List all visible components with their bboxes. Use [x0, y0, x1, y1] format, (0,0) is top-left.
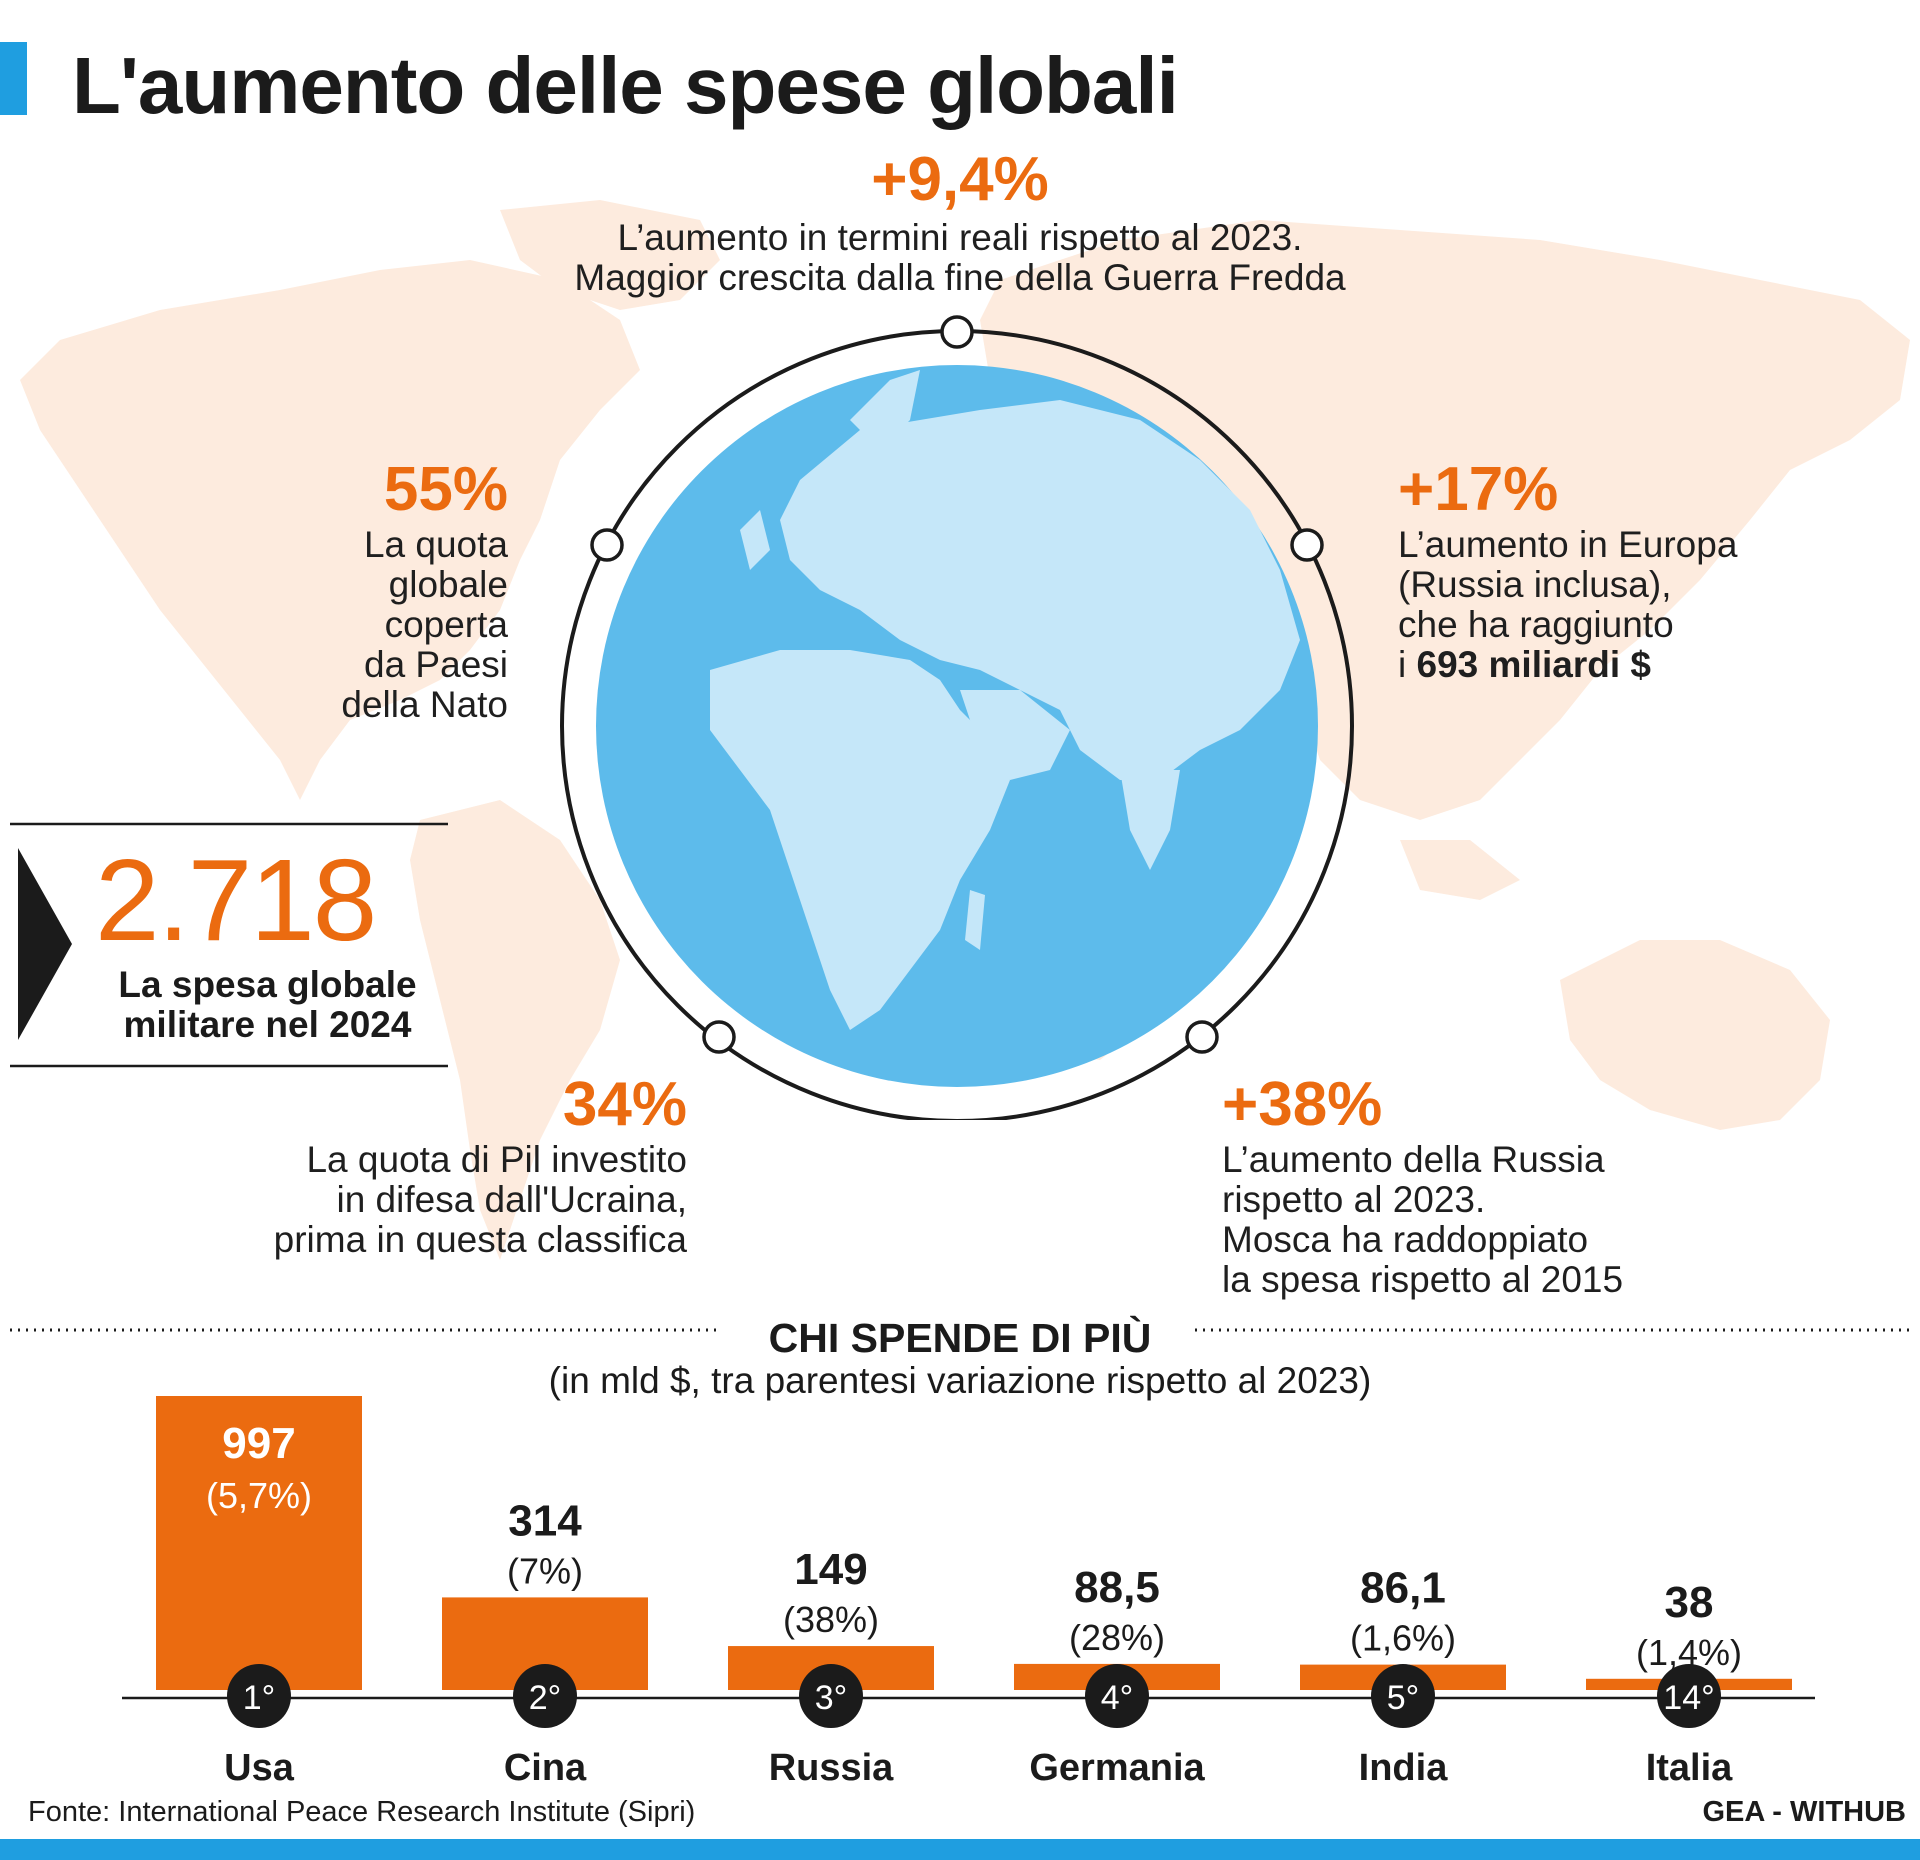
stat-europe-amount: 693 miliardi $ [1416, 644, 1651, 685]
orbit-marker-bottom-right [1185, 1020, 1219, 1054]
category-label: Italia [1646, 1747, 1733, 1789]
total-box [10, 822, 448, 1068]
stat-europe-line: che ha raggiunto [1398, 604, 1674, 645]
stat-nato-line: coperta [384, 604, 508, 645]
stat-nato-line: della Nato [341, 684, 508, 725]
stat-russia-line: rispetto al 2023. [1222, 1179, 1486, 1220]
rank-label: 2° [529, 1679, 562, 1717]
stat-europe: +17% L’aumento in Europa (Russia inclusa… [1398, 455, 1737, 685]
chart-subtitle: (in mld $, tra parentesi variazione risp… [548, 1360, 1372, 1401]
bars-group [156, 1396, 1792, 1690]
source-note: Fonte: International Peace Research Inst… [28, 1796, 696, 1828]
bar-value-label: 997 [222, 1419, 295, 1468]
category-label: Usa [224, 1747, 295, 1789]
bar-change-label: (5,7%) [206, 1475, 312, 1516]
stat-russia-value: +38% [1222, 1070, 1383, 1139]
stat-nato-line: La quota [363, 524, 508, 565]
globe-continents [710, 370, 1300, 1030]
page-title: L'aumento delle spese globali [72, 41, 1179, 130]
credit: GEA - WITHUB [1702, 1796, 1906, 1828]
bar-change-label: (28%) [1069, 1617, 1165, 1658]
stat-europe-last-line: i 693 miliardi $ [1398, 645, 1737, 685]
rank-label: 5° [1387, 1679, 1420, 1717]
stat-ukraine: 34% La quota di Pil investito in difesa … [274, 1070, 687, 1260]
bar-chart: 997 (5,7%) 1° Usa 314 (7%) 2° Cina 149 (38%) 3° Rus… [122, 1396, 1815, 1789]
orbit-marker-right [1290, 528, 1324, 562]
bar-value-label: 314 [508, 1496, 582, 1545]
orbit-marker-left [590, 528, 624, 562]
category-label: India [1359, 1747, 1449, 1789]
bar-change-label: (1,6%) [1350, 1618, 1456, 1659]
bar-value-label: 38 [1665, 1578, 1714, 1627]
stat-ukraine-line: in difesa dall'Ucraina, [336, 1179, 687, 1220]
stat-top-value: +9,4% [871, 145, 1049, 214]
rank-badge [227, 1664, 291, 1728]
stat-europe-prefix: i [1398, 644, 1417, 685]
rank-badge [513, 1664, 577, 1728]
stat-russia-line: L’aumento della Russia [1222, 1139, 1605, 1180]
rank-label: 4° [1101, 1679, 1134, 1717]
category-label: Cina [504, 1747, 587, 1789]
bar-value-label: 88,5 [1074, 1563, 1160, 1612]
stat-top-line2: Maggior crescita dalla fine della Guerra… [574, 257, 1346, 298]
world-map-background [20, 200, 1910, 1260]
stat-top-line1: L’aumento in termini reali rispetto al 2… [617, 217, 1303, 258]
orbit-marker-bottom-left [702, 1020, 736, 1054]
stat-ukraine-line: La quota di Pil investito [306, 1139, 687, 1180]
rank-label: 1° [243, 1679, 276, 1717]
rank-badge [1085, 1664, 1149, 1728]
stat-nato-value: 55% [383, 455, 508, 524]
bar-value-label: 149 [794, 1545, 867, 1594]
bar-usa [156, 1396, 362, 1690]
stat-ukraine-line: prima in questa classifica [273, 1219, 687, 1260]
bottom-accent-bar [0, 1839, 1920, 1860]
labels-group: 997 (5,7%) 1° Usa 314 (7%) 2° Cina 149 (38%) 3° Rus… [206, 1419, 1742, 1789]
stat-nato-line: globale [388, 564, 508, 605]
stat-russia: +38% L’aumento della Russia rispetto al … [1222, 1070, 1623, 1300]
stat-nato: 55% La quota globale coperta da Paesi de… [341, 455, 508, 725]
total-value: 2.718 [95, 835, 377, 965]
rank-badge [1657, 1664, 1721, 1728]
stat-russia-line: Mosca ha raddoppiato [1222, 1219, 1589, 1260]
chart-title: CHI SPENDE DI PIÙ [768, 1315, 1152, 1361]
rank-label: 3° [815, 1679, 848, 1717]
triangle-pointer-icon [18, 848, 72, 1040]
title-accent-bar [0, 42, 27, 115]
orbit-marker-top [940, 315, 974, 349]
total-label-line2: militare nel 2024 [123, 1004, 412, 1045]
stat-europe-line: (Russia inclusa), [1398, 564, 1672, 605]
globe-graphic [560, 315, 1354, 1120]
stat-europe-line: L’aumento in Europa [1398, 524, 1738, 565]
total-label-line1: La spesa globale [118, 964, 417, 1005]
rank-label: 14° [1663, 1679, 1714, 1717]
total-label: La spesa globale militare nel 2024 [95, 965, 440, 1045]
bar-change-label: (38%) [783, 1599, 879, 1640]
chart-separator [10, 1328, 1915, 1332]
rank-badge [1371, 1664, 1435, 1728]
rank-badge [799, 1664, 863, 1728]
stat-ukraine-value: 34% [562, 1070, 687, 1139]
bar-value-label: 86,1 [1360, 1564, 1446, 1613]
stat-europe-value: +17% [1398, 455, 1559, 524]
stat-russia-line: la spesa rispetto al 2015 [1222, 1259, 1624, 1300]
stat-nato-line: da Paesi [364, 644, 508, 685]
category-label: Russia [769, 1747, 894, 1789]
category-label: Germania [1029, 1747, 1205, 1789]
bar-change-label: (7%) [507, 1550, 583, 1591]
